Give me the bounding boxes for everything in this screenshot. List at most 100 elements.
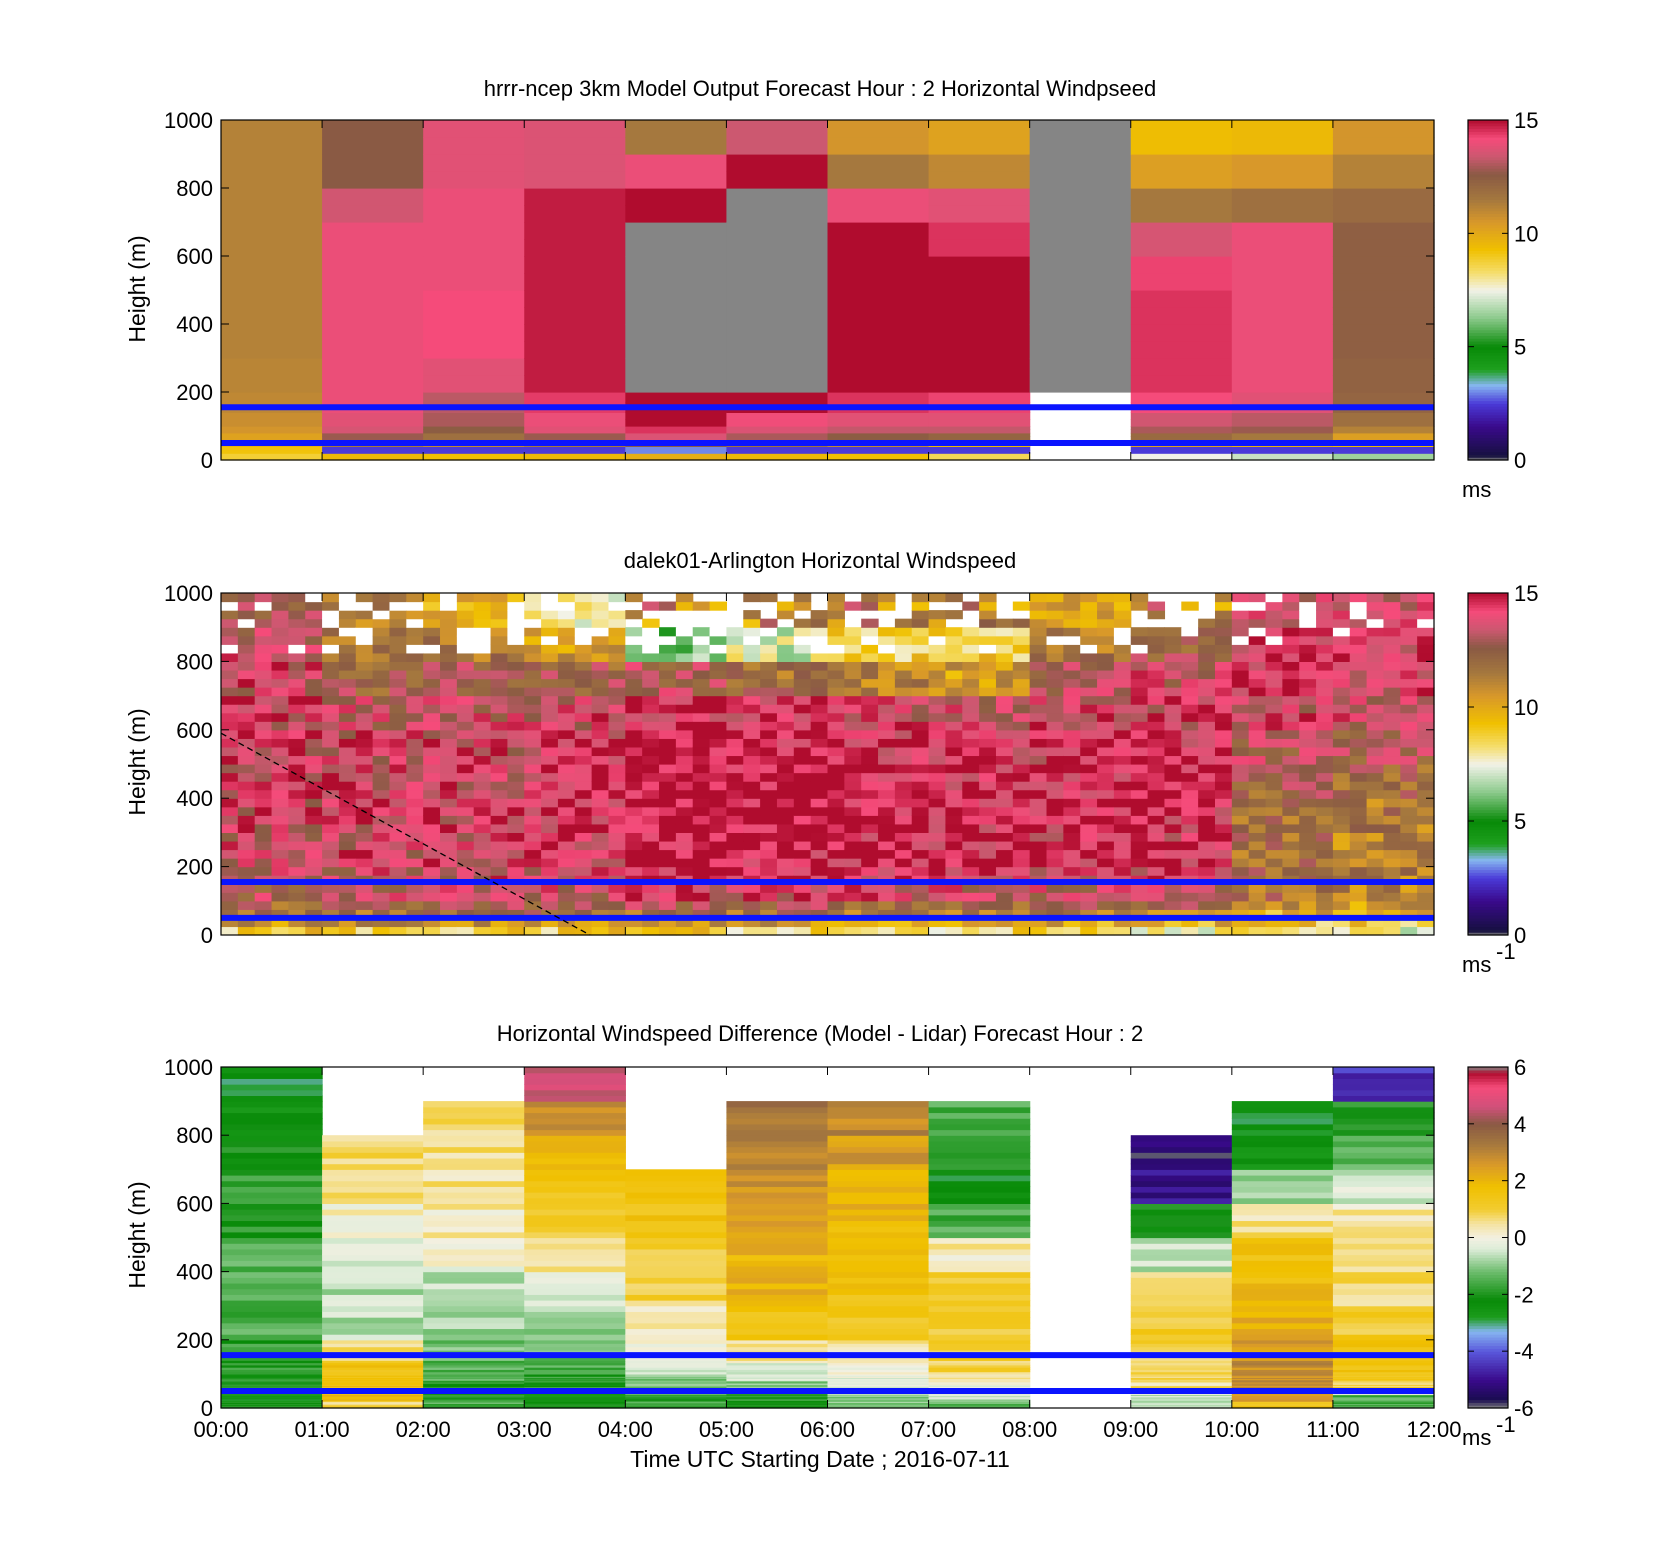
heatmap-cell — [1231, 601, 1250, 611]
heatmap-cell — [1012, 823, 1031, 833]
heatmap-cell — [1248, 712, 1267, 722]
colorbar-swatch — [1468, 1138, 1508, 1142]
heatmap-cell — [574, 764, 593, 774]
heatmap-cell — [625, 1254, 728, 1261]
heatmap-cell — [456, 909, 475, 919]
heatmap-cell — [423, 687, 441, 697]
heatmap-cell — [490, 704, 509, 714]
heatmap-cell — [827, 610, 845, 620]
colorbar-swatch — [1468, 650, 1508, 654]
heatmap-cell — [793, 926, 812, 936]
heatmap-cell — [322, 1174, 424, 1182]
heatmap-cell — [541, 669, 559, 680]
heatmap-cell — [322, 1346, 424, 1351]
heatmap-cell — [1046, 610, 1064, 620]
heatmap-cell — [1400, 883, 1418, 893]
heatmap-cell — [406, 926, 424, 936]
heatmap-cell — [625, 171, 728, 189]
heatmap-cell — [322, 1243, 424, 1250]
heatmap-cell — [1231, 1396, 1334, 1399]
heatmap-cell — [322, 1300, 424, 1307]
heatmap-cell — [945, 892, 963, 902]
heatmap-cell — [524, 1334, 626, 1341]
heatmap-cell — [1299, 764, 1317, 774]
heatmap-cell — [743, 806, 761, 816]
heatmap-cell — [322, 593, 340, 603]
heatmap-cell — [288, 806, 306, 816]
heatmap-cell — [1316, 883, 1334, 893]
heatmap-cell — [1332, 1192, 1435, 1199]
heatmap-cell — [928, 1254, 1031, 1261]
heatmap-cell — [1332, 1248, 1435, 1256]
heatmap-cell — [1080, 695, 1098, 705]
heatmap-cell — [1063, 917, 1081, 928]
heatmap-cell — [995, 832, 1014, 842]
heatmap-cell — [524, 1393, 626, 1395]
heatmap-cell — [237, 661, 256, 671]
heatmap-cell — [524, 436, 626, 441]
heatmap-cell — [1181, 832, 1199, 842]
heatmap-cell — [878, 593, 896, 603]
heatmap-cell — [608, 687, 626, 697]
heatmap-cell — [423, 1322, 525, 1330]
heatmap-cell — [1147, 687, 1166, 697]
heatmap-cell — [524, 1362, 626, 1366]
heatmap-cell — [1130, 849, 1149, 859]
heatmap-cell — [945, 669, 963, 680]
heatmap-cell — [642, 704, 660, 714]
heatmap-cell — [1214, 823, 1233, 833]
heatmap-cell — [389, 729, 407, 739]
heatmap-cell — [524, 1364, 626, 1368]
heatmap-cell — [524, 273, 626, 291]
heatmap-cell — [709, 627, 728, 637]
overlay-lines — [220, 732, 1434, 936]
heatmap-cell — [692, 704, 711, 714]
heatmap-cell — [1097, 849, 1115, 859]
heatmap-cell — [221, 1382, 323, 1385]
heatmap-cell — [1417, 823, 1435, 833]
heatmap-cell — [221, 1401, 323, 1403]
heatmap-cell — [322, 746, 340, 757]
heatmap-cell — [557, 618, 576, 628]
heatmap-cell — [507, 917, 525, 928]
heatmap-cell — [1417, 764, 1435, 774]
heatmap-cell — [440, 926, 458, 936]
heatmap-cell — [1113, 900, 1132, 910]
heatmap-cell — [1332, 1095, 1435, 1102]
heatmap-cell — [827, 1356, 930, 1361]
heatmap-cell — [1316, 823, 1334, 833]
heatmap-cell — [928, 358, 1031, 376]
heatmap-cell — [1130, 1369, 1233, 1373]
heatmap-cell — [1080, 909, 1098, 919]
heatmap-cell — [1080, 652, 1098, 662]
heatmap-cell — [911, 883, 930, 893]
colorbar-swatch — [1468, 165, 1508, 169]
heatmap-cell — [625, 1382, 728, 1385]
heatmap-cell — [793, 678, 812, 688]
heatmap-cell — [221, 755, 239, 765]
heatmap-cell — [726, 1377, 829, 1380]
heatmap-cell — [1417, 883, 1435, 893]
heatmap-cell — [254, 601, 273, 611]
heatmap-cell — [928, 1334, 1031, 1341]
heatmap-cell — [1417, 601, 1435, 611]
heatmap-cell — [625, 1322, 728, 1330]
heatmap-cell — [322, 1311, 424, 1318]
heatmap-cell — [322, 1163, 424, 1170]
heatmap-cell — [962, 892, 980, 902]
heatmap-cell — [440, 738, 458, 748]
heatmap-cell — [288, 858, 306, 868]
heatmap-cell — [928, 764, 947, 774]
heatmap-cell — [1265, 815, 1283, 825]
heatmap-cell — [1231, 1379, 1334, 1382]
heatmap-cell — [827, 1118, 930, 1125]
heatmap-cell — [271, 738, 289, 748]
heatmap-cell — [894, 627, 913, 637]
heatmap-cell — [642, 840, 660, 851]
heatmap-cell — [1366, 849, 1385, 859]
heatmap-cell — [1046, 729, 1064, 739]
heatmap-cell — [726, 1378, 829, 1381]
colorbar-swatch — [1468, 219, 1508, 223]
heatmap-cell — [1332, 1277, 1435, 1284]
colorbar-swatch — [1468, 1308, 1508, 1312]
